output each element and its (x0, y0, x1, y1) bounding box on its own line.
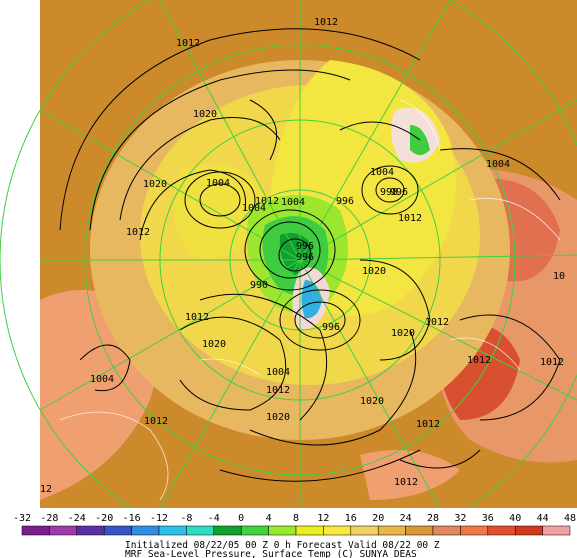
pressure-label: 1012 (255, 196, 279, 207)
colorbar-swatch (103, 525, 132, 536)
colorbar-tick-label: -28 (40, 513, 58, 524)
graticule (0, 0, 577, 508)
colorbar-tick-label: 12 (317, 513, 329, 524)
colorbar-swatch (76, 525, 105, 536)
colorbar-swatch (186, 525, 215, 536)
pressure-label: 996 (336, 196, 354, 207)
caption-line-2: MRF Sea-Level Pressure, Surface Temp (C)… (125, 549, 417, 558)
colorbar-swatch (460, 525, 489, 536)
caption-line-1: Initialized 08/22/05 00 Z 0 h Forecast V… (125, 540, 440, 551)
colorbar-swatch (542, 525, 571, 536)
colorbar-tick-label: -32 (13, 513, 31, 524)
colorbar-tick-label: -8 (180, 513, 192, 524)
colorbar-ticks: -32 -28 -24 -20 -16 -12 -8 -4 0 4 8 12 16 20 24 28 32 36 4… (13, 513, 576, 524)
colorbar-swatch (405, 525, 434, 536)
pressure-label: 1020 (266, 412, 290, 423)
colorbar-tick-label: 40 (509, 513, 521, 524)
colorbar-swatch (432, 525, 461, 536)
colorbar-tick-label: 20 (372, 513, 384, 524)
pressure-label: 1012 (185, 312, 209, 323)
colorbar-tick-label: -4 (208, 513, 220, 524)
pressure-label: 1004 (266, 367, 290, 378)
pressure-label: 1004 (90, 374, 114, 385)
colorbar-tick-label: -24 (68, 513, 86, 524)
pressure-label: 996 (296, 252, 314, 263)
pressure-label: 1012 (144, 416, 168, 427)
colorbar-tick-label: 8 (293, 513, 299, 524)
pressure-label: 1020 (391, 328, 415, 339)
pressure-label: 1020 (360, 396, 384, 407)
pressure-label: 1012 (314, 17, 338, 28)
colorbar-swatch (350, 525, 379, 536)
colorbar-swatches (21, 525, 571, 536)
colorbar-swatch (213, 525, 242, 536)
pressure-label: 1012 (416, 419, 440, 430)
pressure-label: 996 (322, 322, 340, 333)
pressure-label: 1004 (370, 167, 394, 178)
colorbar-swatch (323, 525, 352, 536)
pressure-label: 996 (390, 187, 408, 198)
forecast-map: 1012 1012 1020 1020 1012 1004 1004 1012 … (0, 0, 577, 508)
colorbar-swatch (295, 525, 324, 536)
pressure-label: 1012 (398, 213, 422, 224)
pressure-label: 1020 (143, 179, 167, 190)
pressure-label: 10 (553, 271, 565, 282)
pressure-label: 1004 (242, 203, 266, 214)
colorbar-tick-label: -16 (123, 513, 141, 524)
pressure-label: 998 (380, 187, 398, 198)
pressure-label: 996 (296, 241, 314, 252)
pressure-label: 1020 (193, 109, 217, 120)
colorbar-swatch (131, 525, 160, 536)
colorbar-tick-label: 44 (537, 513, 549, 524)
pressure-label: 1012 (176, 38, 200, 49)
colorbar-tick-label: 16 (345, 513, 357, 524)
colorbar-swatch (158, 525, 187, 536)
colorbar-tick-label: 4 (266, 513, 272, 524)
pressure-label: 1012 (394, 477, 418, 488)
colorbar-swatch (514, 525, 543, 536)
pressure-label: 12 (40, 484, 52, 495)
pressure-label: 990 (250, 280, 268, 291)
colorbar-tick-label: -12 (150, 513, 168, 524)
colorbar-swatch (377, 525, 406, 536)
colorbar-tick-label: 36 (482, 513, 494, 524)
pressure-label: 1012 (126, 227, 150, 238)
isobars (59, 28, 561, 482)
colorbar-tick-label: 48 (564, 513, 576, 524)
pressure-label: 1020 (202, 339, 226, 350)
colorbar: -32 -28 -24 -20 -16 -12 -8 -4 0 4 8 12 16 20 24 28 32 36 4… (13, 513, 576, 558)
pressure-label: 1012 (467, 355, 491, 366)
colorbar-tick-label: 28 (427, 513, 439, 524)
coastlines (59, 99, 561, 501)
colorbar-swatch (240, 525, 269, 536)
colorbar-tick-label: 0 (238, 513, 244, 524)
pressure-label: 1004 (206, 178, 230, 189)
colorbar-swatch (487, 525, 516, 536)
pressure-label: 1004 (281, 197, 305, 208)
pressure-labels: 1012 1012 1020 1020 1012 1004 1004 1012 … (40, 17, 565, 495)
colorbar-tick-label: 32 (454, 513, 466, 524)
temperature-field (40, 0, 577, 508)
pressure-label: 1004 (486, 159, 510, 170)
pressure-label: 1012 (266, 385, 290, 396)
colorbar-swatch (49, 525, 78, 536)
pressure-label: 1020 (362, 266, 386, 277)
pressure-label: 1012 (425, 317, 449, 328)
pressure-label: 1012 (540, 357, 564, 368)
colorbar-swatch (268, 525, 297, 536)
colorbar-tick-label: 24 (400, 513, 412, 524)
colorbar-swatch (21, 525, 50, 536)
colorbar-tick-label: -20 (95, 513, 113, 524)
